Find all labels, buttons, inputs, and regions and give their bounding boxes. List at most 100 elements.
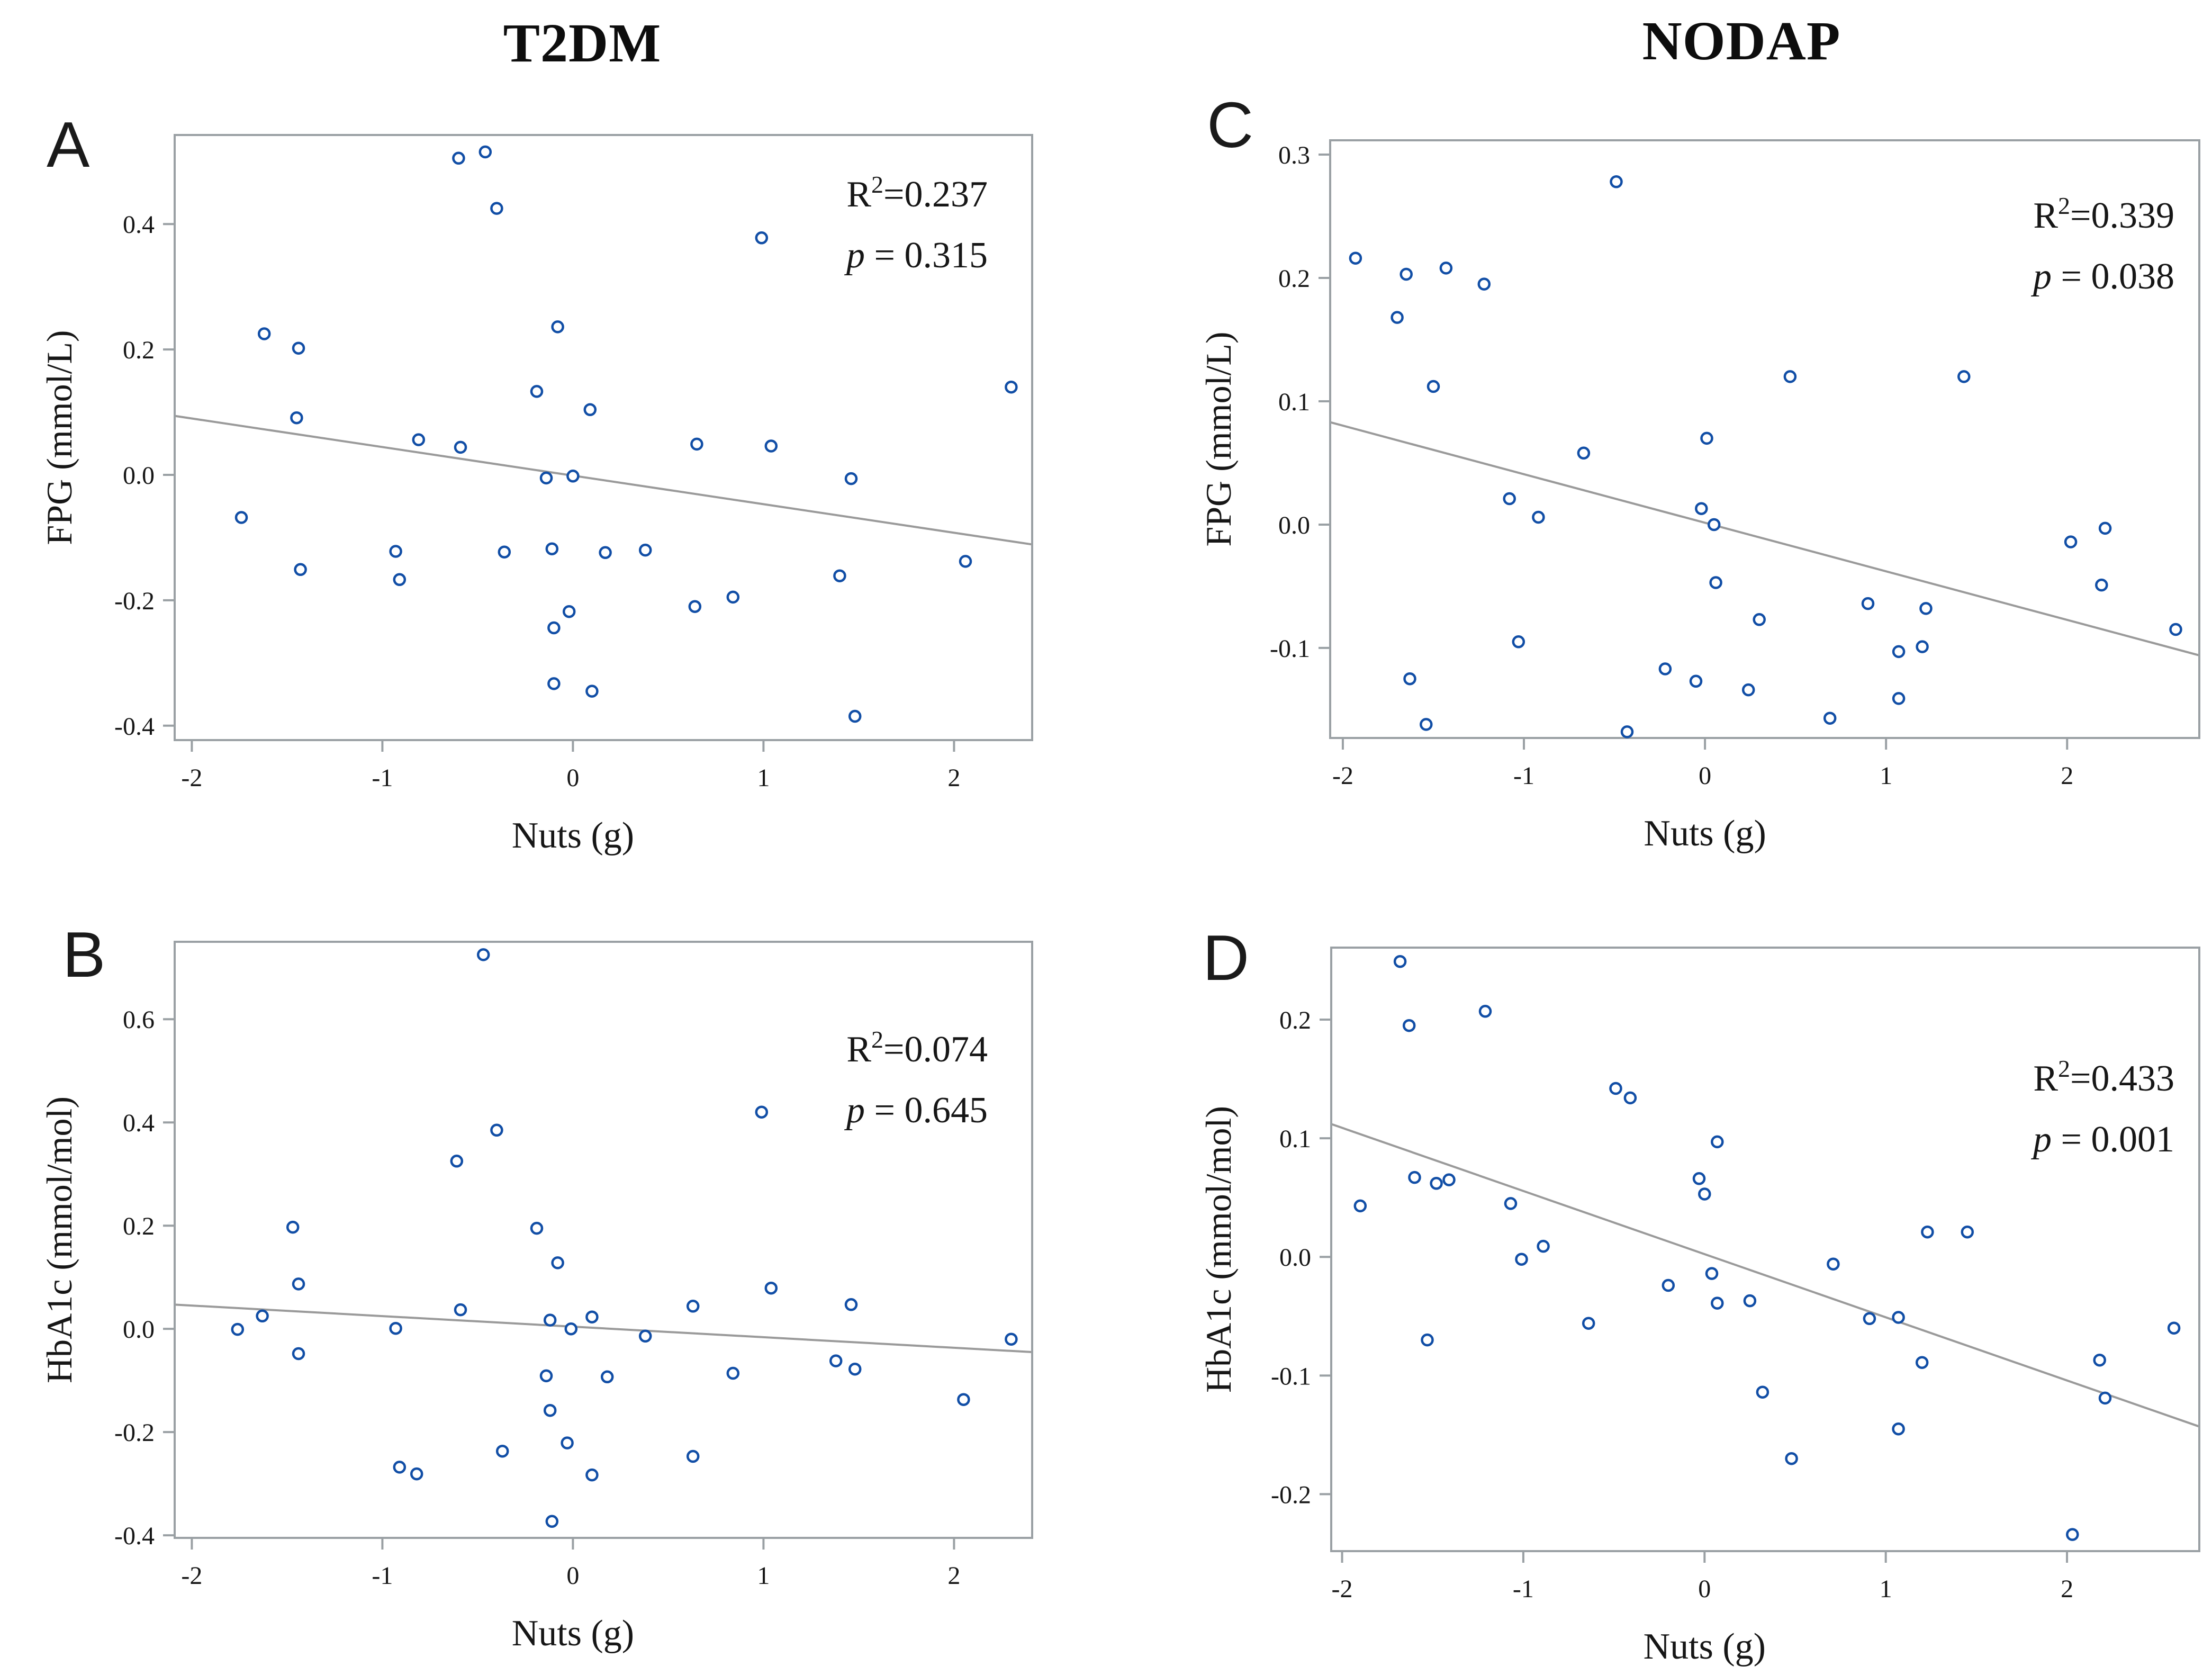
data-point [2169, 623, 2182, 636]
data-point [1689, 674, 1703, 688]
plot-frame [1330, 947, 2200, 1552]
x-tick-label: 2 [2061, 1575, 2073, 1603]
regression-line [1330, 421, 2200, 656]
data-point [1711, 1135, 1724, 1149]
x-tick-label: -1 [372, 1562, 393, 1590]
data-point [764, 1281, 778, 1295]
data-point [545, 1515, 559, 1528]
plot-frame [174, 134, 1033, 741]
data-point [1892, 1422, 1905, 1436]
data-point [1420, 718, 1433, 731]
regression-line [174, 1303, 1033, 1354]
y-tick-label: -0.2 [1271, 1481, 1311, 1509]
data-point [1753, 613, 1766, 626]
data-point [1785, 1452, 1798, 1465]
x-tick-label: 2 [947, 764, 960, 792]
data-point [551, 320, 564, 334]
data-point [844, 472, 858, 485]
x-tick-label: 0 [1699, 762, 1711, 790]
data-point [585, 1310, 599, 1323]
y-tick-label: 0.2 [1278, 265, 1310, 293]
x-tick-label: -2 [1332, 762, 1353, 790]
data-point [1005, 1332, 1018, 1346]
data-point [454, 1303, 467, 1317]
data-point [1892, 1311, 1905, 1324]
data-point [292, 341, 305, 355]
p-value-label: p = 0.001 [2030, 1119, 2174, 1160]
x-tick-label: -2 [1332, 1575, 1353, 1603]
data-point [412, 433, 426, 446]
data-point [1426, 380, 1440, 393]
data-point [490, 1123, 503, 1137]
data-point [1783, 370, 1797, 383]
data-point [1863, 1312, 1876, 1326]
y-axis-label: HbA1c (mmol/mol) [1198, 1106, 1239, 1393]
data-point [844, 1298, 858, 1311]
x-tick-label: 1 [1880, 1575, 1892, 1603]
y-tick-label: 0.0 [123, 1316, 155, 1344]
y-axis-label: FPG (mmol/L) [39, 330, 79, 545]
data-point [454, 440, 467, 454]
data-point [1620, 725, 1634, 739]
data-point [410, 1467, 423, 1481]
data-point [292, 1347, 305, 1361]
data-point [543, 1313, 557, 1327]
data-point [726, 1366, 740, 1380]
data-point [1827, 1257, 1840, 1271]
data-point [1512, 635, 1525, 649]
p-value-label: p = 0.038 [2030, 256, 2174, 297]
column-title-t2dm: T2DM [503, 13, 662, 74]
x-tick-label: 1 [757, 1562, 770, 1590]
data-point [294, 563, 307, 577]
plot-frame [1329, 139, 2200, 739]
data-point [393, 573, 407, 587]
y-tick-label: 0.1 [1278, 388, 1310, 416]
data-point [1349, 251, 1362, 265]
data-point [1577, 446, 1591, 460]
panel-B: -2 -1 0 1 2 0.6 0.4 0.2 0.0 -0.2 -0.4 Nuts (g) HbA1c… [39, 941, 1033, 1654]
y-tick-label: 0.4 [123, 211, 155, 239]
panel-letter-d: D [1203, 922, 1250, 994]
data-point [755, 1105, 769, 1119]
data-point [490, 202, 503, 215]
y-tick-label: 0.6 [123, 1006, 155, 1034]
data-point [585, 685, 599, 698]
x-tick-label: 0 [566, 764, 579, 792]
data-point [1515, 1253, 1528, 1266]
data-point [2095, 578, 2108, 592]
data-point [726, 590, 740, 604]
y-tick-label: 0.4 [123, 1109, 155, 1137]
data-point [1756, 1385, 1769, 1399]
data-point [452, 151, 465, 165]
data-point [1430, 1177, 1443, 1190]
column-title-nodap: NODAP [1642, 11, 1841, 71]
data-point [543, 1403, 557, 1417]
data-point [1658, 662, 1672, 676]
y-tick-label: 0.0 [123, 462, 155, 490]
data-point [564, 1322, 578, 1336]
data-point [686, 1449, 700, 1463]
data-point [1695, 502, 1708, 515]
data-point [530, 1221, 544, 1235]
data-point [478, 145, 492, 159]
data-point [1582, 1317, 1595, 1330]
y-tick-label: -0.4 [114, 1522, 155, 1550]
data-point [1743, 1294, 1757, 1308]
x-tick-label: 1 [757, 764, 770, 792]
panel-D: -2 -1 0 1 2 0.2 0.1 0.0 -0.1 -0.2 Nuts (g) HbA1c (m… [1198, 947, 2200, 1667]
data-point [583, 403, 597, 417]
r-squared-label: R2=0.433 [2033, 1055, 2174, 1099]
data-point [551, 1256, 564, 1269]
y-axis-label: HbA1c (mmol/mol) [39, 1096, 79, 1383]
data-point [1609, 1082, 1622, 1095]
data-point [389, 545, 402, 558]
data-point [686, 1300, 700, 1313]
data-point [1892, 692, 1906, 705]
y-tick-label: 0.2 [123, 1212, 155, 1240]
data-point [638, 543, 652, 557]
data-point [957, 1393, 970, 1406]
data-point [1005, 380, 1018, 394]
data-point [476, 948, 490, 961]
data-point [257, 327, 271, 340]
regression-line [174, 415, 1033, 546]
